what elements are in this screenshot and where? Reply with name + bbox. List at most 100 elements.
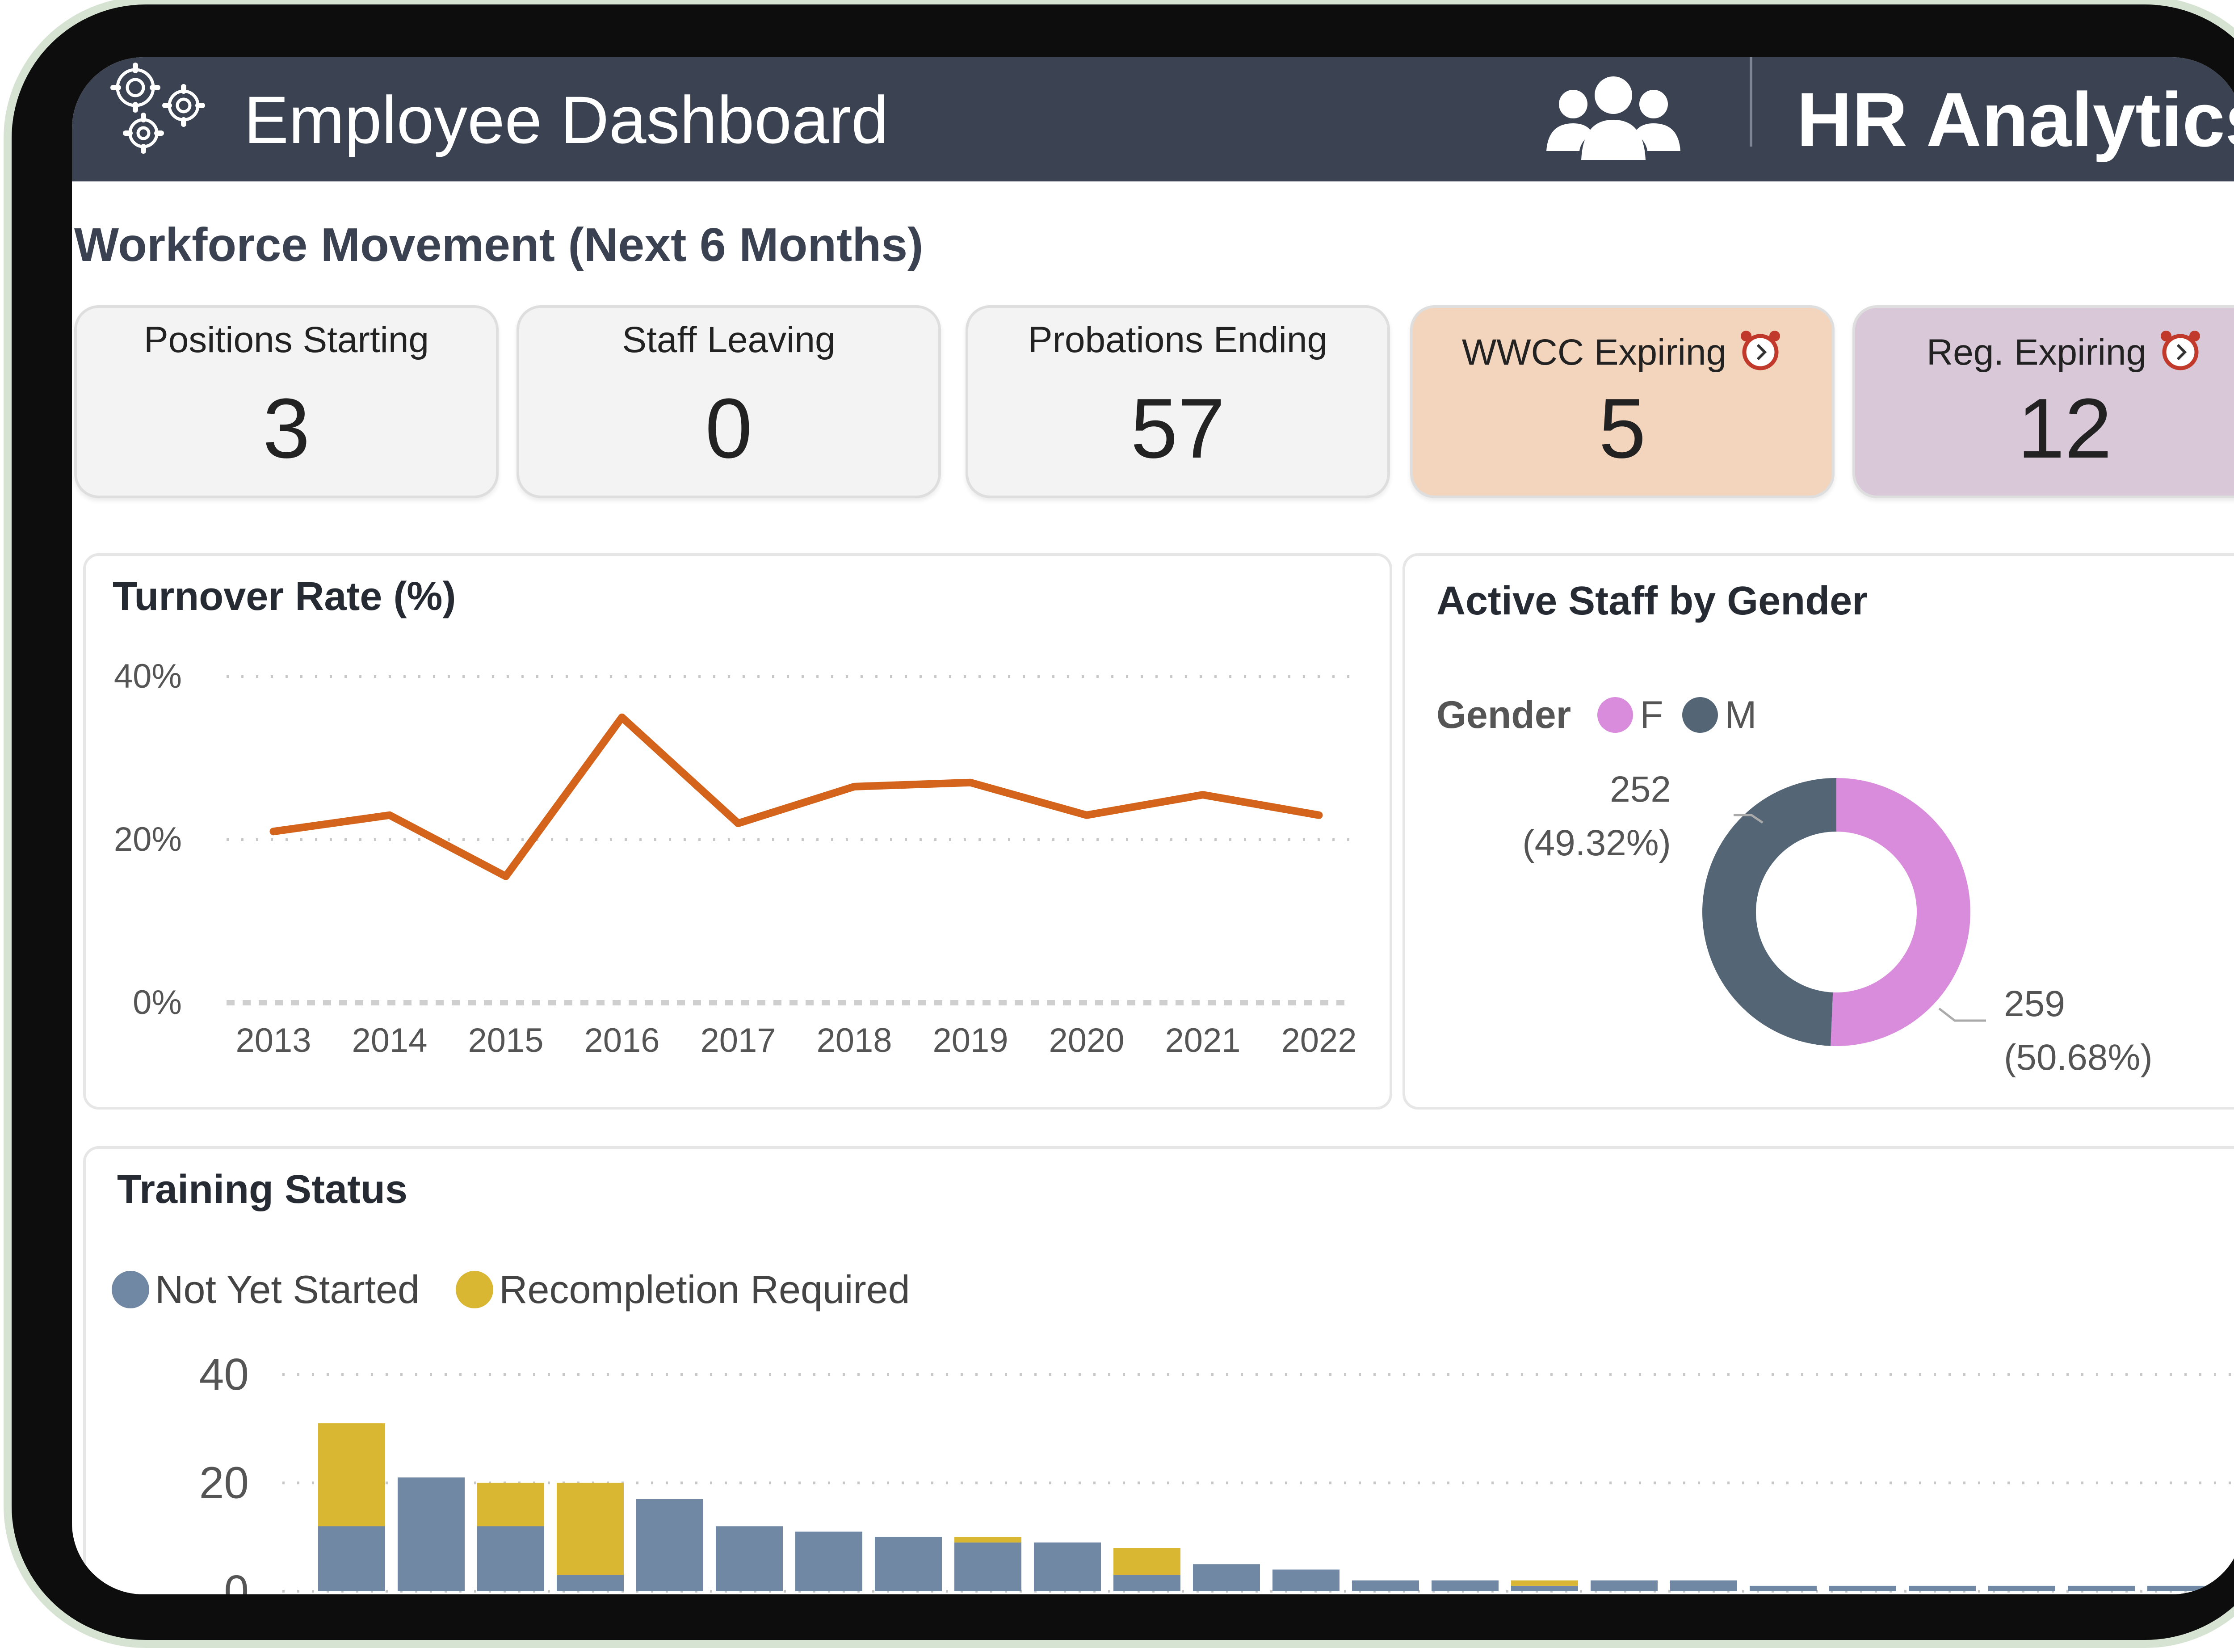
line-point — [852, 785, 856, 789]
training-chart-title: Training Status — [117, 1167, 408, 1212]
section-title: Workforce Movement (Next 6 Months) — [74, 219, 924, 271]
line-point — [736, 821, 740, 825]
turnover-chart-panel[interactable]: Turnover Rate (%) 0% 20% 40% 2013 2014 2015 20… — [83, 553, 1392, 1110]
bar-not-yet-started — [318, 1526, 385, 1591]
bar-not-yet-started — [1750, 1585, 1817, 1591]
y-tick-label: 20% — [114, 820, 182, 858]
x-tick-label: 2019 — [932, 1021, 1008, 1059]
data-label-value: 252 — [1610, 769, 1671, 810]
x-tick-label: 2018 — [816, 1021, 892, 1059]
dashboard-screen: Employee Dashboard HR Analytics Workforc… — [72, 57, 2234, 1594]
kpi-card[interactable]: Staff Leaving 0 — [517, 305, 941, 498]
y-tick-label: 0% — [133, 984, 182, 1021]
bar-not-yet-started — [716, 1526, 783, 1591]
bar-recompletion-required — [1511, 1580, 1578, 1586]
line-point — [620, 715, 624, 719]
legend-label: F — [1640, 694, 1663, 736]
training-chart-panel[interactable]: Training Status Not Yet Started Recomplet… — [83, 1146, 2234, 1594]
legend-label: M — [1725, 694, 1757, 736]
y-tick-label: 20 — [199, 1458, 249, 1508]
line-point — [504, 874, 508, 879]
bar-not-yet-started — [1272, 1569, 1340, 1591]
turnover-line — [269, 713, 1323, 880]
kpi-card[interactable]: Reg. Expiring 12 — [1852, 305, 2234, 498]
kpi-card[interactable]: Probations Ending 57 — [966, 305, 1390, 498]
x-tick-label: 2013 — [235, 1021, 311, 1059]
bar-not-yet-started — [1034, 1542, 1101, 1591]
device-frame: Employee Dashboard HR Analytics Workforc… — [12, 4, 2234, 1640]
bar-not-yet-started — [1113, 1575, 1180, 1591]
bar-not-yet-started — [1511, 1585, 1578, 1591]
training-bar-chart: Not Yet Started Recompletion Required 0 20 4… — [112, 1267, 2234, 1594]
turnover-line-chart: 0% 20% 40% 2013 2014 2015 2016 2017 2018 2019 2020… — [114, 657, 1357, 1059]
legend-title: Gender — [1436, 694, 1571, 736]
x-tick-label: 2020 — [1049, 1021, 1124, 1059]
data-label-percent: (49.32%) — [1522, 823, 1671, 863]
leader-line — [1734, 814, 1764, 824]
x-tick-label: 2014 — [352, 1021, 427, 1059]
y-tick-label: 40 — [199, 1349, 249, 1400]
bar-not-yet-started — [557, 1575, 624, 1591]
kpi-value: 5 — [1599, 381, 1646, 476]
bar-not-yet-started — [795, 1531, 862, 1591]
x-tick-label: 2015 — [468, 1021, 543, 1059]
bar-not-yet-started — [954, 1542, 1021, 1591]
line-point — [969, 781, 972, 785]
bar-not-yet-started — [1670, 1580, 1737, 1591]
kpi-label-text: Staff Leaving — [622, 319, 836, 360]
gender-chart-title: Active Staff by Gender — [1436, 579, 1868, 623]
y-tick-label: 40% — [114, 657, 182, 695]
data-label-value: 259 — [2004, 984, 2065, 1024]
bar-recompletion-required — [318, 1423, 385, 1526]
bar-not-yet-started — [1432, 1580, 1499, 1591]
bar-not-yet-started — [477, 1526, 544, 1591]
kpi-value: 0 — [705, 381, 752, 476]
legend-marker — [1682, 697, 1718, 733]
bar-recompletion-required — [477, 1483, 544, 1526]
kpi-label-text: Reg. Expiring — [1926, 332, 2147, 373]
kpi-label-text: Probations Ending — [1028, 319, 1328, 360]
bar-not-yet-started — [398, 1477, 465, 1591]
bar-recompletion-required — [1113, 1548, 1180, 1575]
bar-not-yet-started — [1352, 1580, 1419, 1591]
donut-slice — [1702, 778, 1836, 1046]
kpi-label-text: Positions Starting — [143, 319, 429, 360]
bar-recompletion-required — [954, 1537, 1021, 1543]
bar-not-yet-started — [1988, 1585, 2055, 1591]
header-bar: Employee Dashboard HR Analytics — [72, 57, 2234, 181]
legend-marker — [1597, 697, 1633, 733]
kpi-label: Staff Leaving — [519, 319, 938, 361]
data-label-percent: (50.68%) — [2004, 1037, 2153, 1078]
bar-not-yet-started — [1829, 1585, 1896, 1591]
bar-not-yet-started — [2068, 1585, 2135, 1591]
kpi-card[interactable]: Positions Starting 3 — [74, 305, 499, 498]
bar-recompletion-required — [557, 1483, 624, 1575]
x-tick-label: 2017 — [700, 1021, 776, 1059]
line-point — [1201, 793, 1205, 797]
brand-title: HR Analytics — [1797, 77, 2234, 163]
x-tick-label: 2021 — [1165, 1021, 1240, 1059]
leader-line — [1938, 1008, 1986, 1022]
legend-marker — [112, 1271, 149, 1308]
legend-label: Not Yet Started — [155, 1267, 420, 1312]
y-tick-label: 0 — [224, 1566, 249, 1594]
bar-not-yet-started — [1193, 1564, 1260, 1591]
kpi-label: Reg. Expiring — [1855, 328, 2234, 374]
donut-slice — [1831, 778, 1970, 1046]
kpi-value: 3 — [263, 381, 310, 476]
bar-not-yet-started — [875, 1537, 942, 1591]
gender-chart-panel[interactable]: Active Staff by Gender Gender F M 259 (50.68… — [1403, 553, 2234, 1110]
bar-not-yet-started — [1909, 1585, 1976, 1591]
bar-not-yet-started — [636, 1499, 703, 1591]
kpi-label-text: WWCC Expiring — [1461, 332, 1727, 373]
line-point — [1317, 813, 1321, 817]
bar-not-yet-started — [1591, 1580, 1658, 1591]
legend-label: Recompletion Required — [499, 1267, 910, 1312]
header-divider — [1750, 57, 1752, 147]
turnover-chart-title: Turnover Rate (%) — [113, 574, 456, 619]
dashboard-title: Employee Dashboard — [244, 82, 889, 157]
alarm-clock-icon — [2158, 328, 2203, 373]
kpi-card[interactable]: WWCC Expiring 5 — [1410, 305, 1835, 498]
gender-donut-chart: Gender F M 259 (50.68%) 252 (49.32%) — [1436, 694, 2153, 1078]
kpi-value: 57 — [1130, 381, 1225, 476]
